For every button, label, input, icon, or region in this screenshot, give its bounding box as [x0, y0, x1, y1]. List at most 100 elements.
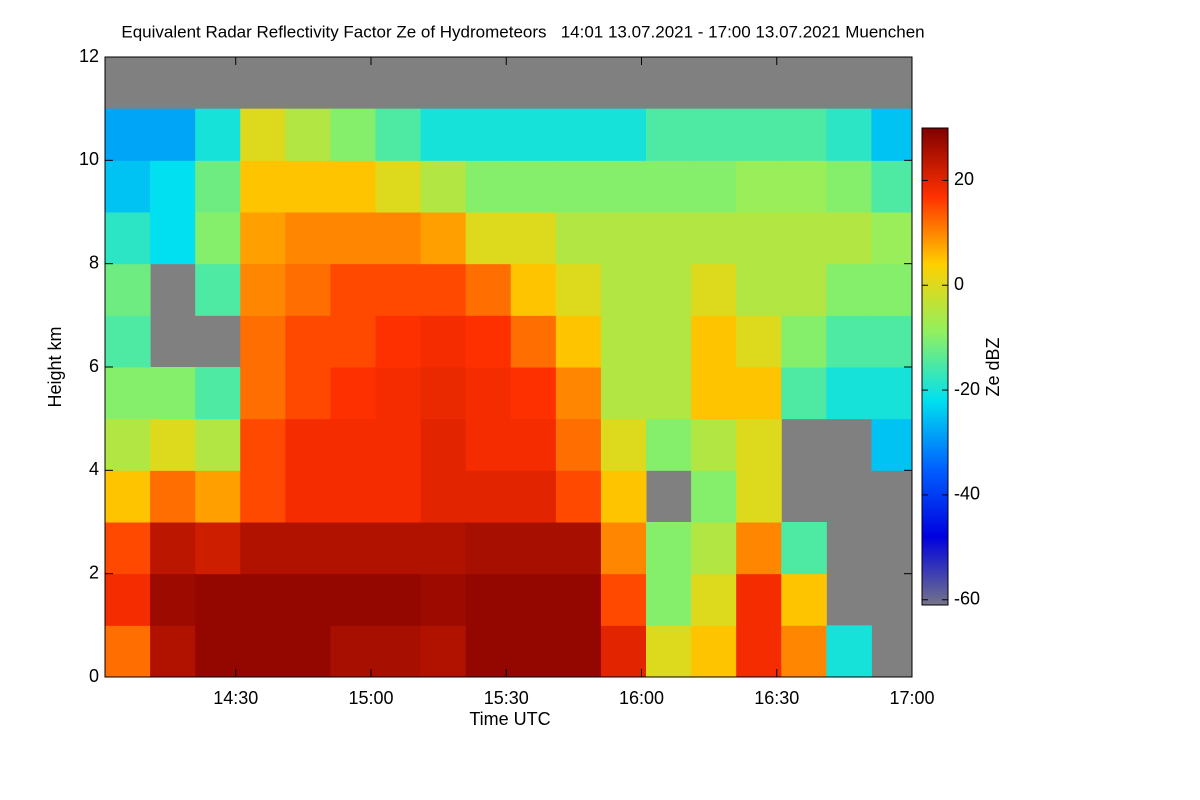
heatmap-cell [375, 418, 422, 471]
heatmap-cell [150, 367, 196, 420]
heatmap-cell [736, 108, 782, 161]
heatmap-cell [646, 263, 692, 316]
heatmap-cell [420, 212, 467, 265]
x-tick-label: 17:00 [889, 688, 934, 708]
heatmap-cell [285, 108, 331, 161]
heatmap-cell [420, 573, 467, 626]
heatmap-cell [420, 108, 467, 161]
heatmap-cell [465, 160, 512, 213]
heatmap-cell [195, 573, 241, 626]
heatmap-cell [510, 573, 557, 626]
heatmap-cell [555, 315, 602, 368]
heatmap-cell [646, 160, 692, 213]
heatmap-cell [555, 470, 602, 523]
heatmap-cell [330, 470, 377, 523]
heatmap-cell [736, 470, 782, 523]
heatmap-cell [736, 160, 782, 213]
heatmap-cell [826, 160, 872, 213]
heatmap-cell [871, 160, 912, 213]
heatmap-cell [330, 418, 377, 471]
heatmap-cell [555, 418, 602, 471]
heatmap-cell [375, 160, 422, 213]
heatmap-cell [420, 160, 467, 213]
heatmap-cell [646, 625, 692, 677]
heatmap-cell [646, 315, 692, 368]
heatmap-cell [646, 212, 692, 265]
heatmap-cell [510, 212, 557, 265]
heatmap-cell [600, 315, 647, 368]
heatmap-cell [871, 263, 912, 316]
heatmap-cell [420, 470, 467, 523]
heatmap-cell [465, 212, 512, 265]
heatmap-cell [871, 212, 912, 265]
heatmap-cell [691, 573, 737, 626]
heatmap-cell [105, 367, 151, 420]
heatmap-cell [240, 367, 286, 420]
heatmap-cell [150, 625, 196, 677]
heatmap-cell [600, 212, 647, 265]
heatmap-cell [691, 418, 737, 471]
heatmap-cell [330, 573, 377, 626]
heatmap-cell [555, 108, 602, 161]
heatmap-cell [285, 212, 331, 265]
heatmap-cell [420, 625, 467, 677]
colorbar-tick-label: -20 [954, 379, 980, 399]
heatmap-cell [510, 625, 557, 677]
heatmap-cell [781, 108, 827, 161]
heatmap-cell [285, 367, 331, 420]
heatmap-cell [330, 315, 377, 368]
heatmap-cell [105, 108, 151, 161]
heatmap-cell [105, 315, 151, 368]
y-axis-label: Height km [45, 326, 65, 407]
heatmap-cell [195, 160, 241, 213]
heatmap-cell [555, 573, 602, 626]
heatmap-cell [105, 470, 151, 523]
heatmap-cell [600, 418, 647, 471]
heatmap-cell [195, 367, 241, 420]
heatmap-cell [150, 573, 196, 626]
heatmap-cell [330, 108, 377, 161]
heatmap-cell [330, 625, 377, 677]
x-tick-label: 16:00 [619, 688, 664, 708]
heatmap-cell [150, 522, 196, 575]
heatmap-cell [465, 573, 512, 626]
heatmap-cell [600, 108, 647, 161]
heatmap-cell [646, 367, 692, 420]
heatmap-cell [195, 470, 241, 523]
heatmap-cell [781, 573, 827, 626]
heatmap-cell [600, 573, 647, 626]
y-tick-label: 2 [89, 562, 99, 582]
heatmap-cell [465, 470, 512, 523]
heatmap-cell [195, 625, 241, 677]
heatmap-cell [826, 108, 872, 161]
heatmap-cell [420, 263, 467, 316]
heatmap-cell [555, 212, 602, 265]
heatmap-cell [285, 470, 331, 523]
heatmap-cell [285, 263, 331, 316]
heatmap-cell [420, 522, 467, 575]
heatmap-cell [555, 367, 602, 420]
heatmap-cell [781, 212, 827, 265]
heatmap-cell [510, 160, 557, 213]
heatmap-cell [781, 625, 827, 677]
heatmap-cell [285, 160, 331, 213]
heatmap-cell [826, 625, 872, 677]
heatmap-cell [646, 108, 692, 161]
heatmap-cell [510, 315, 557, 368]
heatmap-cell [240, 522, 286, 575]
heatmap-cell [105, 160, 151, 213]
heatmap-cell [646, 418, 692, 471]
heatmap-cell [375, 470, 422, 523]
heatmap-cell [736, 522, 782, 575]
heatmap-cell [375, 212, 422, 265]
y-tick-label: 8 [89, 252, 99, 272]
heatmap-cell [240, 470, 286, 523]
heatmap-cell [555, 263, 602, 316]
heatmap-cell [330, 522, 377, 575]
heatmap-cell [330, 367, 377, 420]
heatmap-cell [600, 522, 647, 575]
heatmap-cell [826, 367, 872, 420]
heatmap-cell [105, 522, 151, 575]
